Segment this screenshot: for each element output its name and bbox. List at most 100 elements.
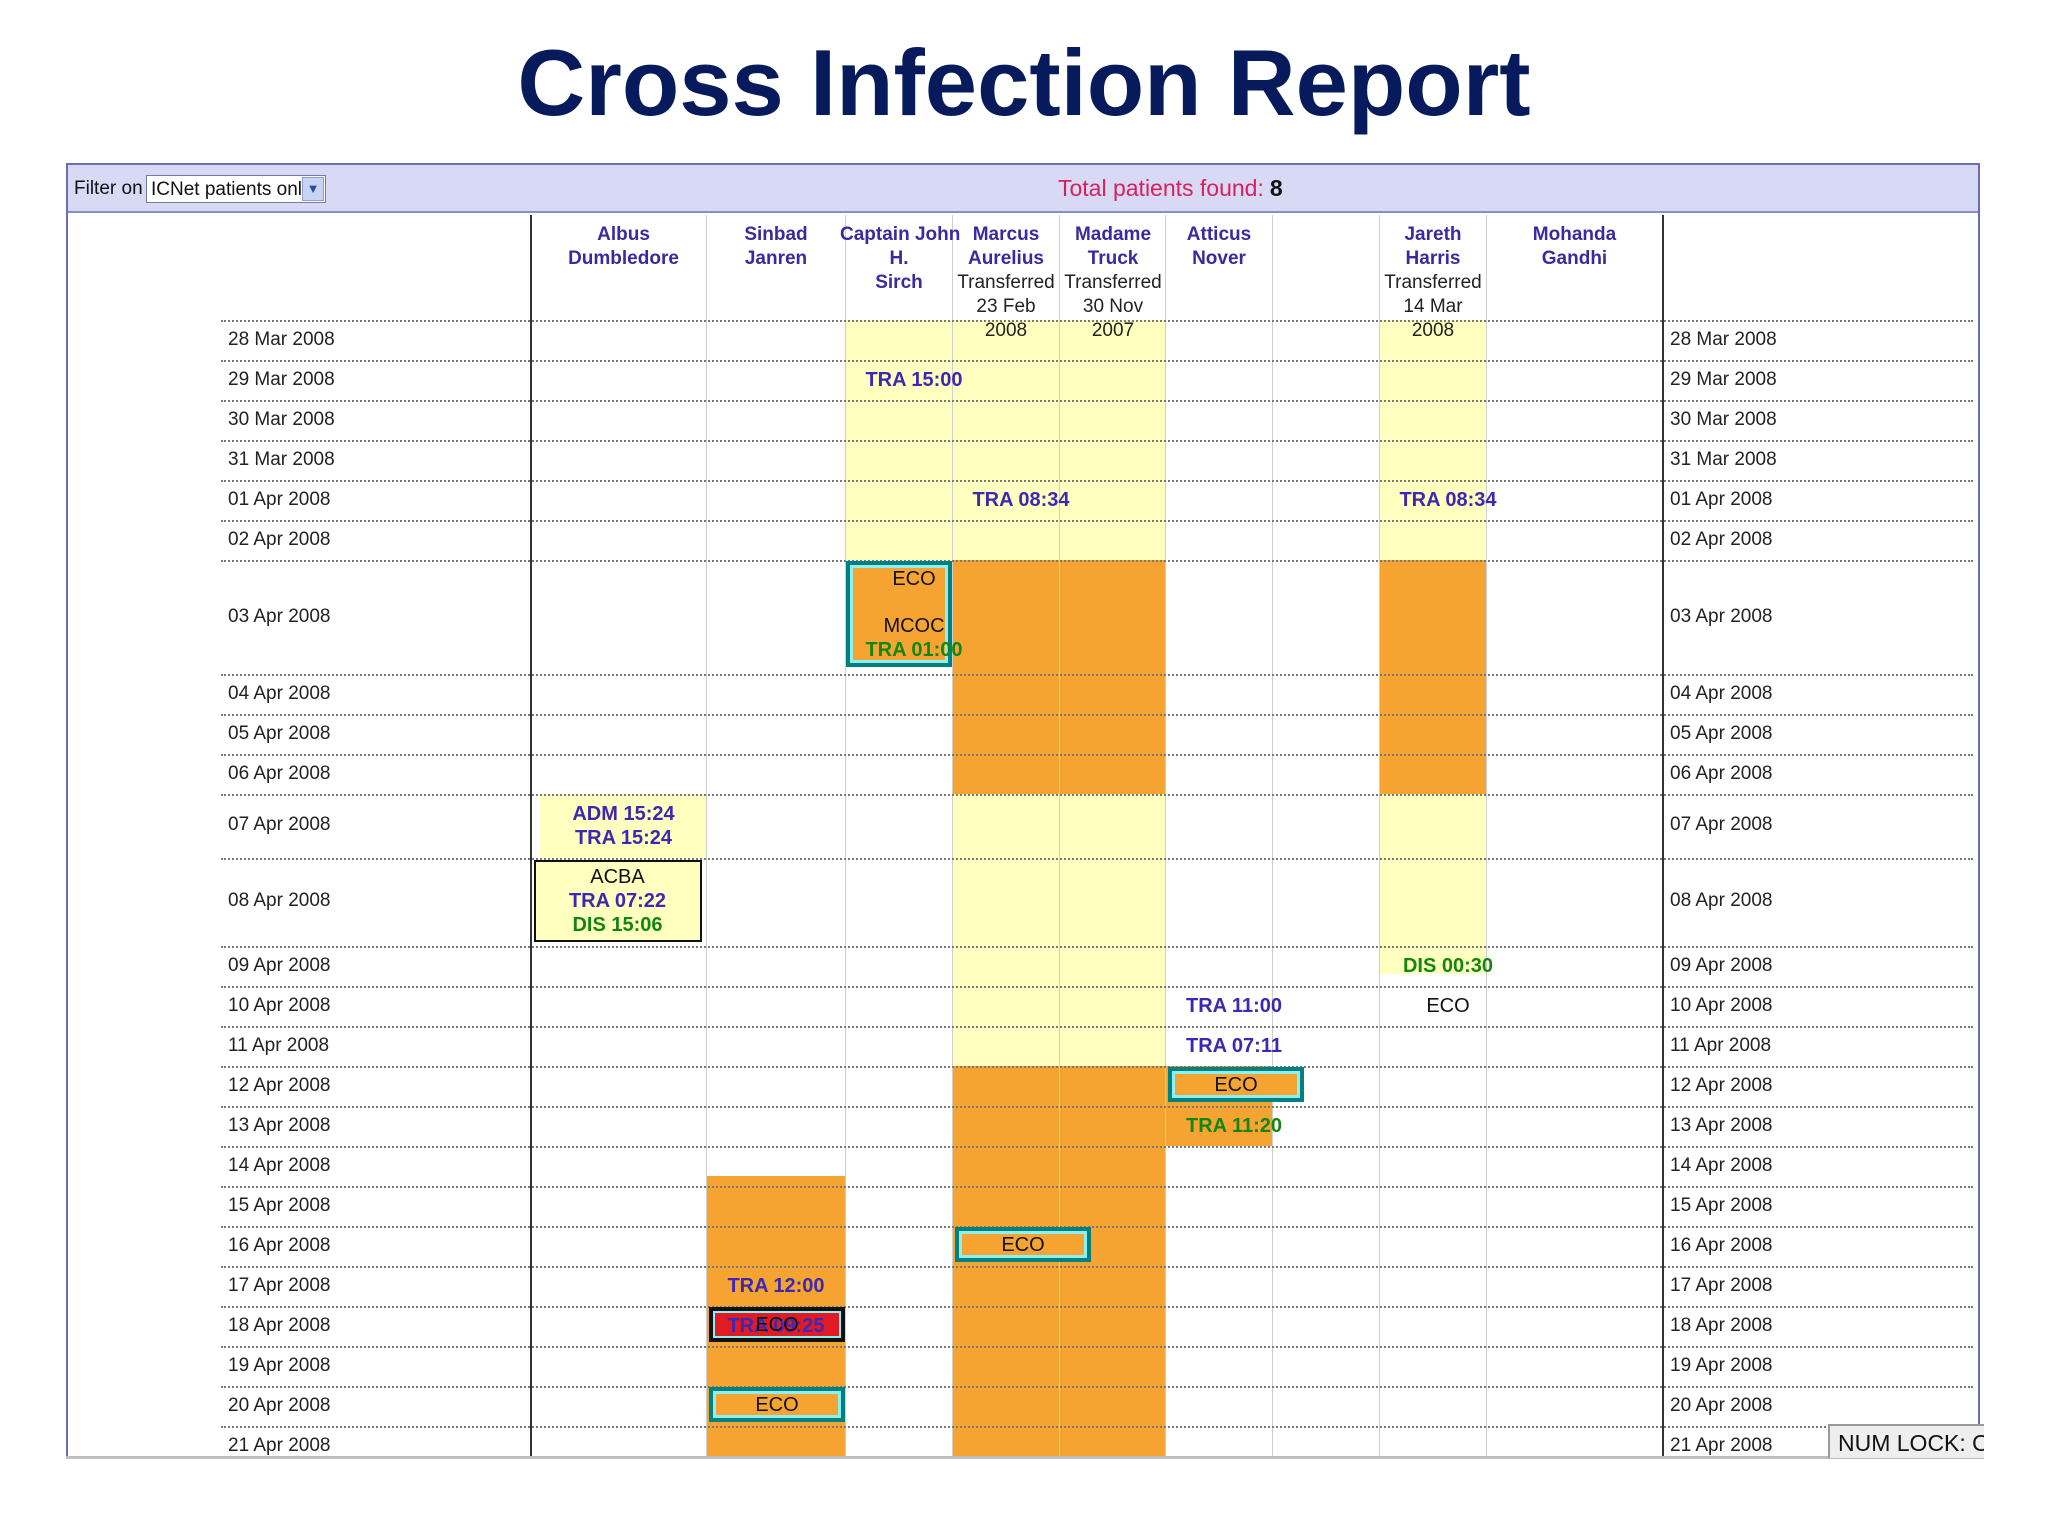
filter-select-value: ICNet patients only xyxy=(151,179,312,200)
date-label-left: 12 Apr 2008 xyxy=(228,1075,331,1096)
grid-line xyxy=(1165,215,1166,1459)
row-line xyxy=(221,1186,1973,1188)
patient-header-sinbad[interactable]: Sinbad Janren xyxy=(707,223,845,271)
date-label-left: 13 Apr 2008 xyxy=(228,1115,331,1136)
date-label-right: 08 Apr 2008 xyxy=(1670,890,1773,911)
patient-name: Janren xyxy=(744,248,808,269)
cell-jareth-light-2 xyxy=(1380,794,1486,974)
filter-label: Filter on : xyxy=(74,178,154,199)
date-label-left: 09 Apr 2008 xyxy=(228,955,331,976)
cell-albus-light xyxy=(540,794,707,858)
row-line xyxy=(221,946,1973,948)
event-adm: ADM 15:24 xyxy=(572,803,675,825)
date-label-right: 30 Mar 2008 xyxy=(1670,409,1777,430)
patient-status: Transferred xyxy=(1384,272,1482,293)
date-label-left: 06 Apr 2008 xyxy=(228,763,331,784)
row-line xyxy=(221,480,1973,482)
event-tra: TRA 12:00 xyxy=(727,1275,825,1297)
event-tra: TRA 08:34 xyxy=(1399,489,1497,511)
date-label-right: 14 Apr 2008 xyxy=(1670,1155,1773,1176)
date-label-left: 18 Apr 2008 xyxy=(228,1315,331,1336)
event-eco: ECO xyxy=(755,1314,799,1336)
filter-select[interactable]: ICNet patients only ▼ xyxy=(146,175,326,203)
row-line xyxy=(221,754,1973,756)
date-label-right: 19 Apr 2008 xyxy=(1670,1355,1773,1376)
event-tra: TRA 01:00 xyxy=(865,639,963,661)
event-dis: DIS 00:30 xyxy=(1402,955,1494,977)
date-label-left: 20 Apr 2008 xyxy=(228,1395,331,1416)
patient-status: Transferred xyxy=(1064,272,1162,293)
patient-status-date: 30 Nov 2007 xyxy=(1082,296,1144,341)
patient-name: Mohanda xyxy=(1532,224,1617,245)
date-label-left: 19 Apr 2008 xyxy=(228,1355,331,1376)
event-box-albus-acba[interactable] xyxy=(534,860,702,942)
window-bottom-edge xyxy=(66,1456,1984,1459)
date-label-right: 13 Apr 2008 xyxy=(1670,1115,1773,1136)
event-eco: ECO xyxy=(1214,1074,1258,1096)
date-label-right: 18 Apr 2008 xyxy=(1670,1315,1773,1336)
patient-header-atticus[interactable]: Atticus Nover xyxy=(1166,223,1272,271)
event-tra: TRA 07:11 xyxy=(1186,1035,1282,1057)
patient-name: Madame xyxy=(1074,224,1152,245)
event-box-marcus-eco[interactable] xyxy=(955,1227,1091,1262)
event-eco: ECO xyxy=(1001,1234,1045,1256)
row-line xyxy=(221,360,1973,362)
event-box-sirch-eco[interactable] xyxy=(846,561,952,667)
patient-name: Sirch xyxy=(875,272,923,293)
patient-name: Nover xyxy=(1192,248,1246,269)
event-box-sinbad-eco[interactable] xyxy=(709,1387,845,1422)
patient-header-jareth[interactable]: Jareth Harris Transferred 14 Mar 2008 xyxy=(1380,223,1486,343)
chevron-down-icon[interactable]: ▼ xyxy=(302,177,324,201)
row-line xyxy=(221,1026,1973,1028)
patient-header-truck[interactable]: Madame Truck Transferred 30 Nov 2007 xyxy=(1060,223,1166,343)
date-label-left: 29 Mar 2008 xyxy=(228,369,335,390)
cell-truck-orange-1 xyxy=(1060,560,1166,794)
grid-line xyxy=(1272,215,1273,1459)
event-tra: TRA 07:22 xyxy=(568,890,667,912)
patient-name: Jareth xyxy=(1404,224,1462,245)
grid-line xyxy=(1059,215,1060,1459)
event-mcoc: MCOC xyxy=(883,615,945,637)
event-eco: ECO xyxy=(755,1394,799,1416)
patient-header-mohanda[interactable]: Mohanda Gandhi xyxy=(1487,223,1662,271)
event-dis: DIS 15:06 xyxy=(572,914,663,936)
date-label-right: 04 Apr 2008 xyxy=(1670,683,1773,704)
grid-line xyxy=(845,215,846,1459)
date-label-left: 02 Apr 2008 xyxy=(228,529,331,550)
grid-line xyxy=(1379,215,1380,1459)
patient-name: Truck xyxy=(1087,248,1139,269)
date-label-left: 10 Apr 2008 xyxy=(228,995,331,1016)
event-eco: ECO xyxy=(1426,995,1470,1017)
patient-name: Sinbad xyxy=(744,224,808,245)
event-tra: TRA 09:25 xyxy=(727,1315,825,1337)
date-label-left: 11 Apr 2008 xyxy=(228,1035,330,1056)
total-patients: Total patients found: 8 xyxy=(1058,175,1283,202)
date-label-left: 14 Apr 2008 xyxy=(228,1155,331,1176)
date-label-right: 16 Apr 2008 xyxy=(1670,1235,1773,1256)
date-label-left: 01 Apr 2008 xyxy=(228,489,331,510)
date-label-right: 17 Apr 2008 xyxy=(1670,1275,1773,1296)
cell-marcus-orange-1 xyxy=(953,560,1059,794)
row-line xyxy=(221,1266,1973,1268)
grid-line-right xyxy=(1662,215,1664,1459)
event-tra: TRA 08:34 xyxy=(972,489,1070,511)
date-label-left: 15 Apr 2008 xyxy=(228,1195,331,1216)
row-line xyxy=(221,714,1973,716)
patient-header-marcus[interactable]: Marcus Aurelius Transferred 23 Feb 2008 xyxy=(953,223,1059,343)
row-line xyxy=(221,1146,1973,1148)
total-patients-label: Total patients found: xyxy=(1058,175,1264,201)
patient-name: Captain John xyxy=(840,224,961,245)
cell-jareth-orange xyxy=(1380,560,1486,794)
row-line xyxy=(221,794,1973,796)
event-box-atticus-eco[interactable] xyxy=(1168,1067,1304,1102)
date-label-right: 02 Apr 2008 xyxy=(1670,529,1773,550)
patient-name: Harris xyxy=(1405,248,1461,269)
patient-header-albus[interactable]: Albus Dumbledore xyxy=(540,223,707,271)
row-line xyxy=(221,560,1973,562)
row-line xyxy=(221,1386,1973,1388)
event-tra: TRA 15:00 xyxy=(865,369,963,391)
date-label-right: 06 Apr 2008 xyxy=(1670,763,1773,784)
row-line xyxy=(221,320,1973,322)
event-box-sinbad-eco-red[interactable] xyxy=(709,1307,845,1342)
patient-header-sirch[interactable]: Captain John H. Sirch xyxy=(840,223,960,295)
